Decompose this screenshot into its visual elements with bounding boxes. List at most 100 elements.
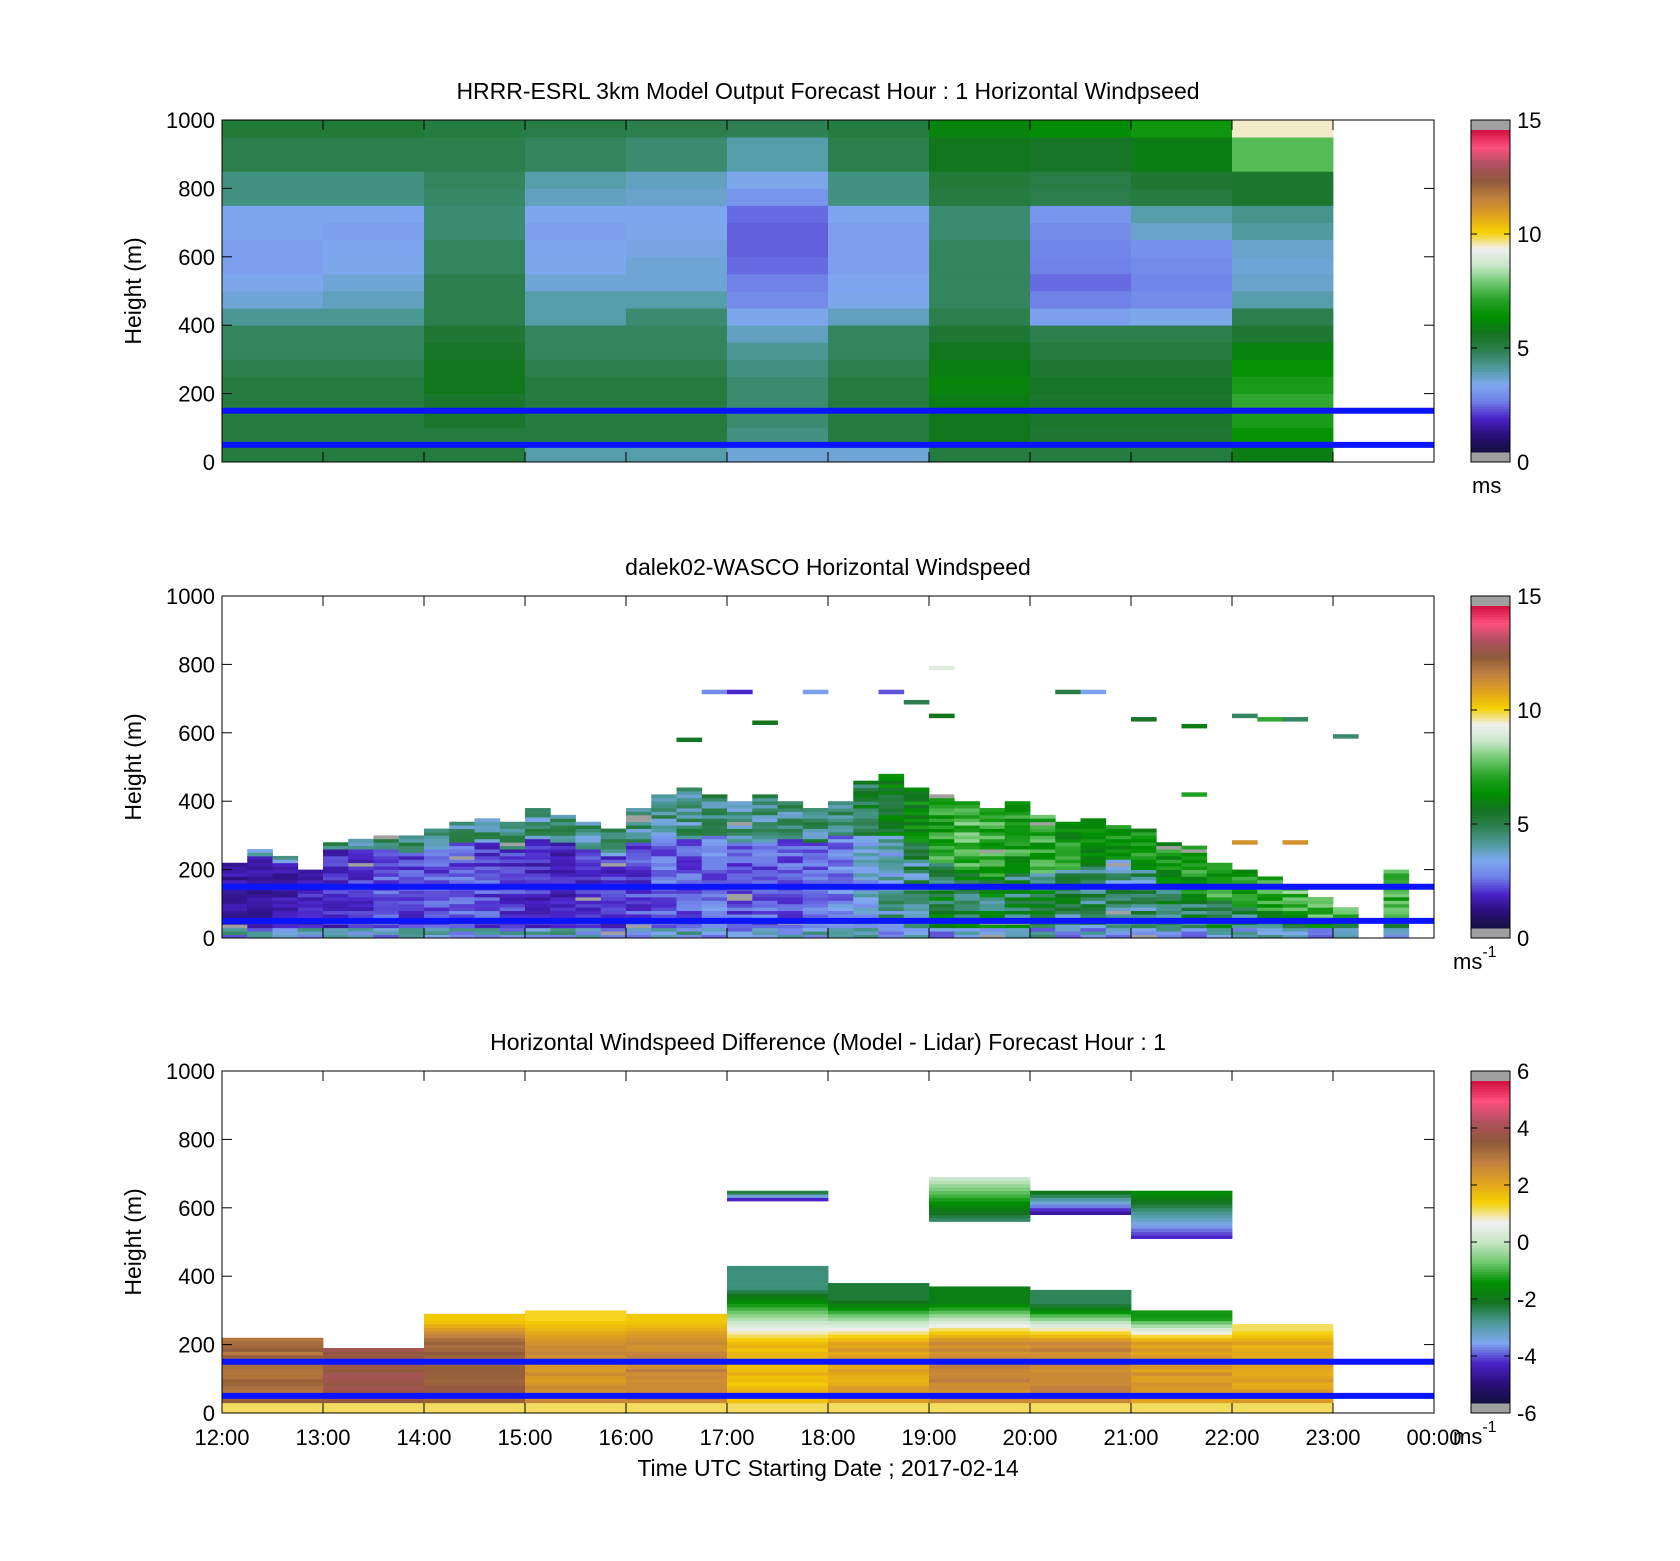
heatmap-cell <box>424 342 526 360</box>
heatmap-cell <box>954 831 980 836</box>
heatmap-cell <box>424 1406 526 1410</box>
difference-patch-cell <box>929 1194 1031 1198</box>
difference-patch-cell <box>929 1211 1031 1216</box>
heatmap-cell <box>474 934 501 938</box>
heatmap-cell <box>1156 900 1182 905</box>
heatmap-cell <box>1030 842 1056 847</box>
heatmap-cell <box>676 801 703 806</box>
heatmap-cell <box>424 171 526 189</box>
heatmap-cell <box>222 188 324 206</box>
colorbar-tick-label: 0 <box>1517 1230 1529 1255</box>
heatmap-cell <box>828 831 854 836</box>
heatmap-cell <box>1055 852 1081 857</box>
heatmap-cell <box>1080 831 1107 836</box>
heatmap-cell <box>272 914 299 918</box>
heatmap-cell <box>853 862 879 867</box>
colorbar-segment <box>1471 151 1510 155</box>
heatmap-cell <box>424 907 450 912</box>
heatmap-cell <box>727 273 829 292</box>
heatmap-cell <box>1080 869 1107 874</box>
heatmap-cell <box>525 866 551 870</box>
colorbar-segment <box>1471 702 1510 706</box>
heatmap-cell <box>853 790 879 795</box>
heatmap-cell <box>323 893 349 898</box>
heatmap-cell <box>424 927 450 932</box>
heatmap-cell <box>752 852 778 857</box>
heatmap-cell <box>1257 927 1283 932</box>
colorbar-segment <box>1471 1397 1510 1401</box>
heatmap-cell <box>727 1399 829 1404</box>
heatmap-cell <box>1080 927 1107 932</box>
heatmap-cell <box>701 907 728 912</box>
colorbar-segment <box>1471 331 1510 335</box>
heatmap-cell <box>676 934 703 938</box>
heatmap-cell <box>777 914 804 918</box>
colorbar-segment <box>1471 1250 1510 1254</box>
heatmap-cell <box>525 1327 627 1332</box>
heatmap-cell <box>727 120 829 138</box>
heatmap-cell <box>929 849 955 853</box>
colorbar-under <box>1471 452 1510 462</box>
heatmap-cell <box>499 890 526 894</box>
heatmap-cell <box>1156 927 1182 932</box>
heatmap-cell <box>929 818 955 823</box>
heatmap-cell <box>272 859 299 864</box>
heatmap-cell <box>1257 879 1283 884</box>
heatmap-cell <box>1030 239 1132 258</box>
heatmap-cell <box>701 859 728 864</box>
colorbar-segment <box>1471 1341 1510 1345</box>
difference-patch-cell <box>1131 1197 1233 1202</box>
heatmap-cell <box>247 866 273 870</box>
heatmap-cell <box>979 818 1006 823</box>
heatmap-cell <box>525 120 627 121</box>
heatmap-cell <box>727 1265 829 1270</box>
heatmap-cell <box>373 859 400 864</box>
colorbar-segment <box>1471 1333 1510 1337</box>
heatmap-cell <box>979 862 1006 867</box>
heatmap-cell <box>878 773 905 778</box>
heatmap-cell <box>954 924 980 929</box>
heatmap-cell <box>651 842 677 847</box>
heatmap-cell <box>828 859 854 864</box>
heatmap-cell <box>777 873 804 877</box>
heatmap-cell <box>828 427 930 446</box>
heatmap-cell <box>802 842 829 847</box>
heatmap-cell <box>600 838 627 843</box>
heatmap-cell <box>828 342 930 360</box>
heatmap-cell <box>802 873 829 877</box>
heatmap-cell <box>1030 1320 1132 1325</box>
heatmap-cell <box>929 1327 1031 1332</box>
heatmap-cell <box>878 794 905 799</box>
colorbar-segment <box>1471 256 1510 260</box>
heatmap-cell <box>323 866 349 870</box>
heatmap-cell <box>1030 896 1056 901</box>
heatmap-cell <box>701 903 728 908</box>
heatmap-cell <box>727 890 753 894</box>
heatmap-cell <box>600 890 627 894</box>
heatmap-cell <box>1181 879 1208 884</box>
colorbar-segment <box>1471 1123 1510 1128</box>
heatmap-cell <box>651 869 677 874</box>
heatmap-cell <box>525 855 551 860</box>
heatmap-cell <box>727 907 753 912</box>
heatmap-cell <box>727 1306 829 1311</box>
heatmap-cell <box>1030 154 1132 172</box>
heatmap-cell <box>701 924 728 929</box>
colorbar-segment <box>1471 315 1510 319</box>
heatmap-cell <box>1030 900 1056 905</box>
heatmap-cell <box>626 120 728 138</box>
heatmap-cell <box>247 900 273 905</box>
difference-patch-cell <box>1131 1200 1233 1205</box>
heatmap-cell <box>1232 927 1258 932</box>
heatmap-cell <box>828 1385 930 1390</box>
heatmap-cell <box>449 849 475 853</box>
difference-patch-cell <box>929 1204 1031 1209</box>
heatmap-cell <box>701 835 728 840</box>
heatmap-cell <box>853 934 879 938</box>
heatmap-cell <box>1131 924 1157 929</box>
heatmap-cell <box>929 239 1031 258</box>
heatmap-cell <box>626 1337 728 1342</box>
heatmap-cell <box>1232 931 1258 935</box>
heatmap-cell <box>626 910 652 915</box>
colorbar-tick-label: 6 <box>1517 1059 1529 1084</box>
